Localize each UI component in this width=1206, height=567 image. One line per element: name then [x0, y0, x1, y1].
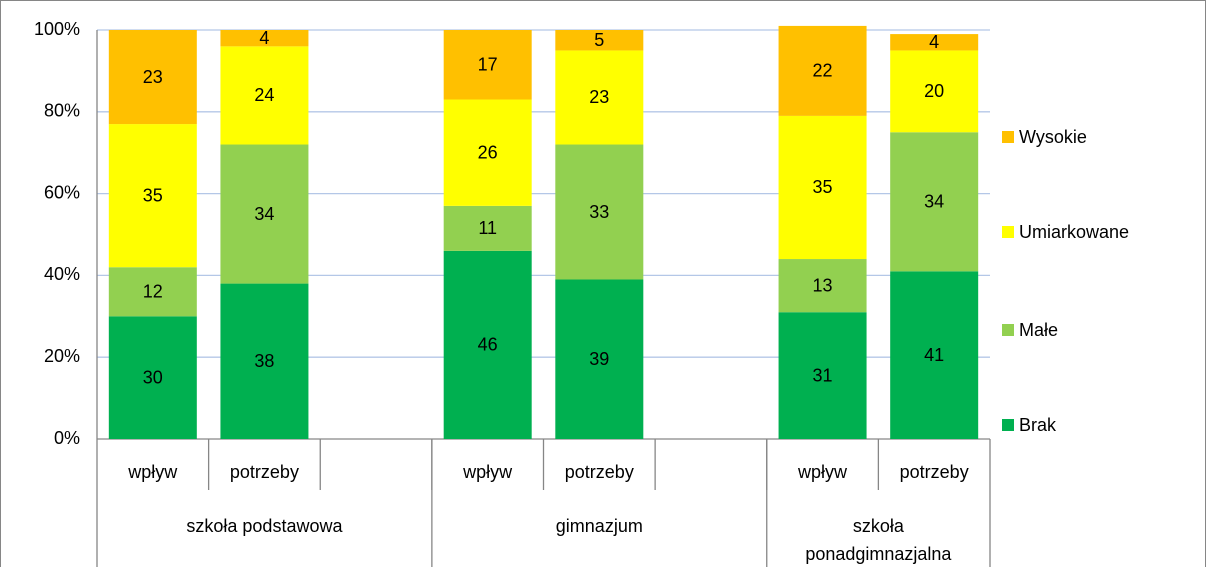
group-label-box: szkoła ponadgimnazjalna	[805, 516, 952, 564]
bar-segment	[555, 279, 644, 439]
data-label: 23	[589, 87, 609, 107]
bar-segment	[108, 267, 197, 317]
legend-swatch	[1002, 131, 1014, 143]
data-label: 38	[254, 351, 274, 371]
legend-label: Brak	[1019, 415, 1057, 435]
bar-segment	[220, 283, 309, 439]
data-label: 24	[254, 85, 274, 105]
data-label: 17	[478, 55, 498, 75]
bar-segment	[890, 271, 979, 439]
data-label: 30	[143, 367, 163, 387]
data-label: 34	[254, 204, 274, 224]
x-tick-label: potrzeby	[900, 462, 969, 482]
bar-segment	[220, 30, 309, 47]
data-label: 12	[143, 282, 163, 302]
data-label: 35	[143, 185, 163, 205]
data-label: 20	[924, 81, 944, 101]
data-label: 39	[589, 349, 609, 369]
bar-segment	[108, 124, 197, 268]
data-label: 11	[478, 218, 497, 238]
legend-swatch	[1002, 419, 1014, 431]
y-tick-label: 0%	[54, 428, 80, 448]
data-label: 5	[594, 30, 604, 50]
bar-segment	[778, 259, 867, 313]
legend-swatch	[1002, 226, 1014, 238]
bar-segment	[108, 316, 197, 439]
legend-swatch	[1002, 324, 1014, 336]
bar-segment	[890, 34, 979, 51]
data-label: 46	[478, 335, 498, 355]
legend-label: Wysokie	[1019, 127, 1087, 147]
bar-segment	[778, 312, 867, 439]
data-label: 4	[929, 32, 939, 52]
data-label: 26	[478, 142, 498, 162]
bar-segment	[778, 25, 867, 116]
data-label: 13	[813, 275, 833, 295]
data-label: 34	[924, 192, 944, 212]
x-tick-label: wpływ	[797, 462, 848, 482]
x-tick-label: wpływ	[127, 462, 178, 482]
bar-segment	[220, 46, 309, 145]
bar-segment	[555, 30, 644, 51]
x-tick-label: potrzeby	[230, 462, 299, 482]
x-tick-label: wpływ	[462, 462, 513, 482]
group-label: gimnazjum	[555, 516, 643, 536]
bar-segment	[220, 144, 309, 284]
data-label: 41	[924, 345, 944, 365]
y-tick-label: 20%	[44, 346, 80, 366]
bar-segment	[555, 144, 644, 280]
group-label-box: szkoła podstawowa	[186, 516, 343, 536]
data-label: 33	[589, 202, 609, 222]
group-label: szkoła ponadgimnazjalna	[805, 516, 952, 564]
group-label-box: gimnazjum	[555, 516, 643, 536]
bar-segment	[443, 99, 532, 206]
data-label: 4	[259, 28, 269, 48]
group-label: szkoła podstawowa	[186, 516, 343, 536]
y-tick-label: 40%	[44, 264, 80, 284]
data-label: 31	[813, 365, 833, 385]
data-label: 23	[143, 67, 163, 87]
y-tick-label: 60%	[44, 182, 80, 202]
data-label: 22	[813, 61, 833, 81]
bar-segment	[443, 250, 532, 439]
bar-segment	[890, 132, 979, 272]
x-tick-label: potrzeby	[565, 462, 634, 482]
bar-segment	[778, 115, 867, 260]
data-label: 35	[813, 177, 833, 197]
legend-label: Małe	[1019, 320, 1058, 340]
bar-segment	[890, 50, 979, 133]
y-tick-label: 100%	[34, 19, 80, 39]
legend-label: Umiarkowane	[1019, 222, 1129, 242]
y-tick-label: 80%	[44, 101, 80, 121]
bar-segment	[108, 30, 197, 125]
bar-segment	[443, 30, 532, 100]
bar-segment	[555, 50, 644, 145]
bar-segment	[443, 205, 532, 251]
